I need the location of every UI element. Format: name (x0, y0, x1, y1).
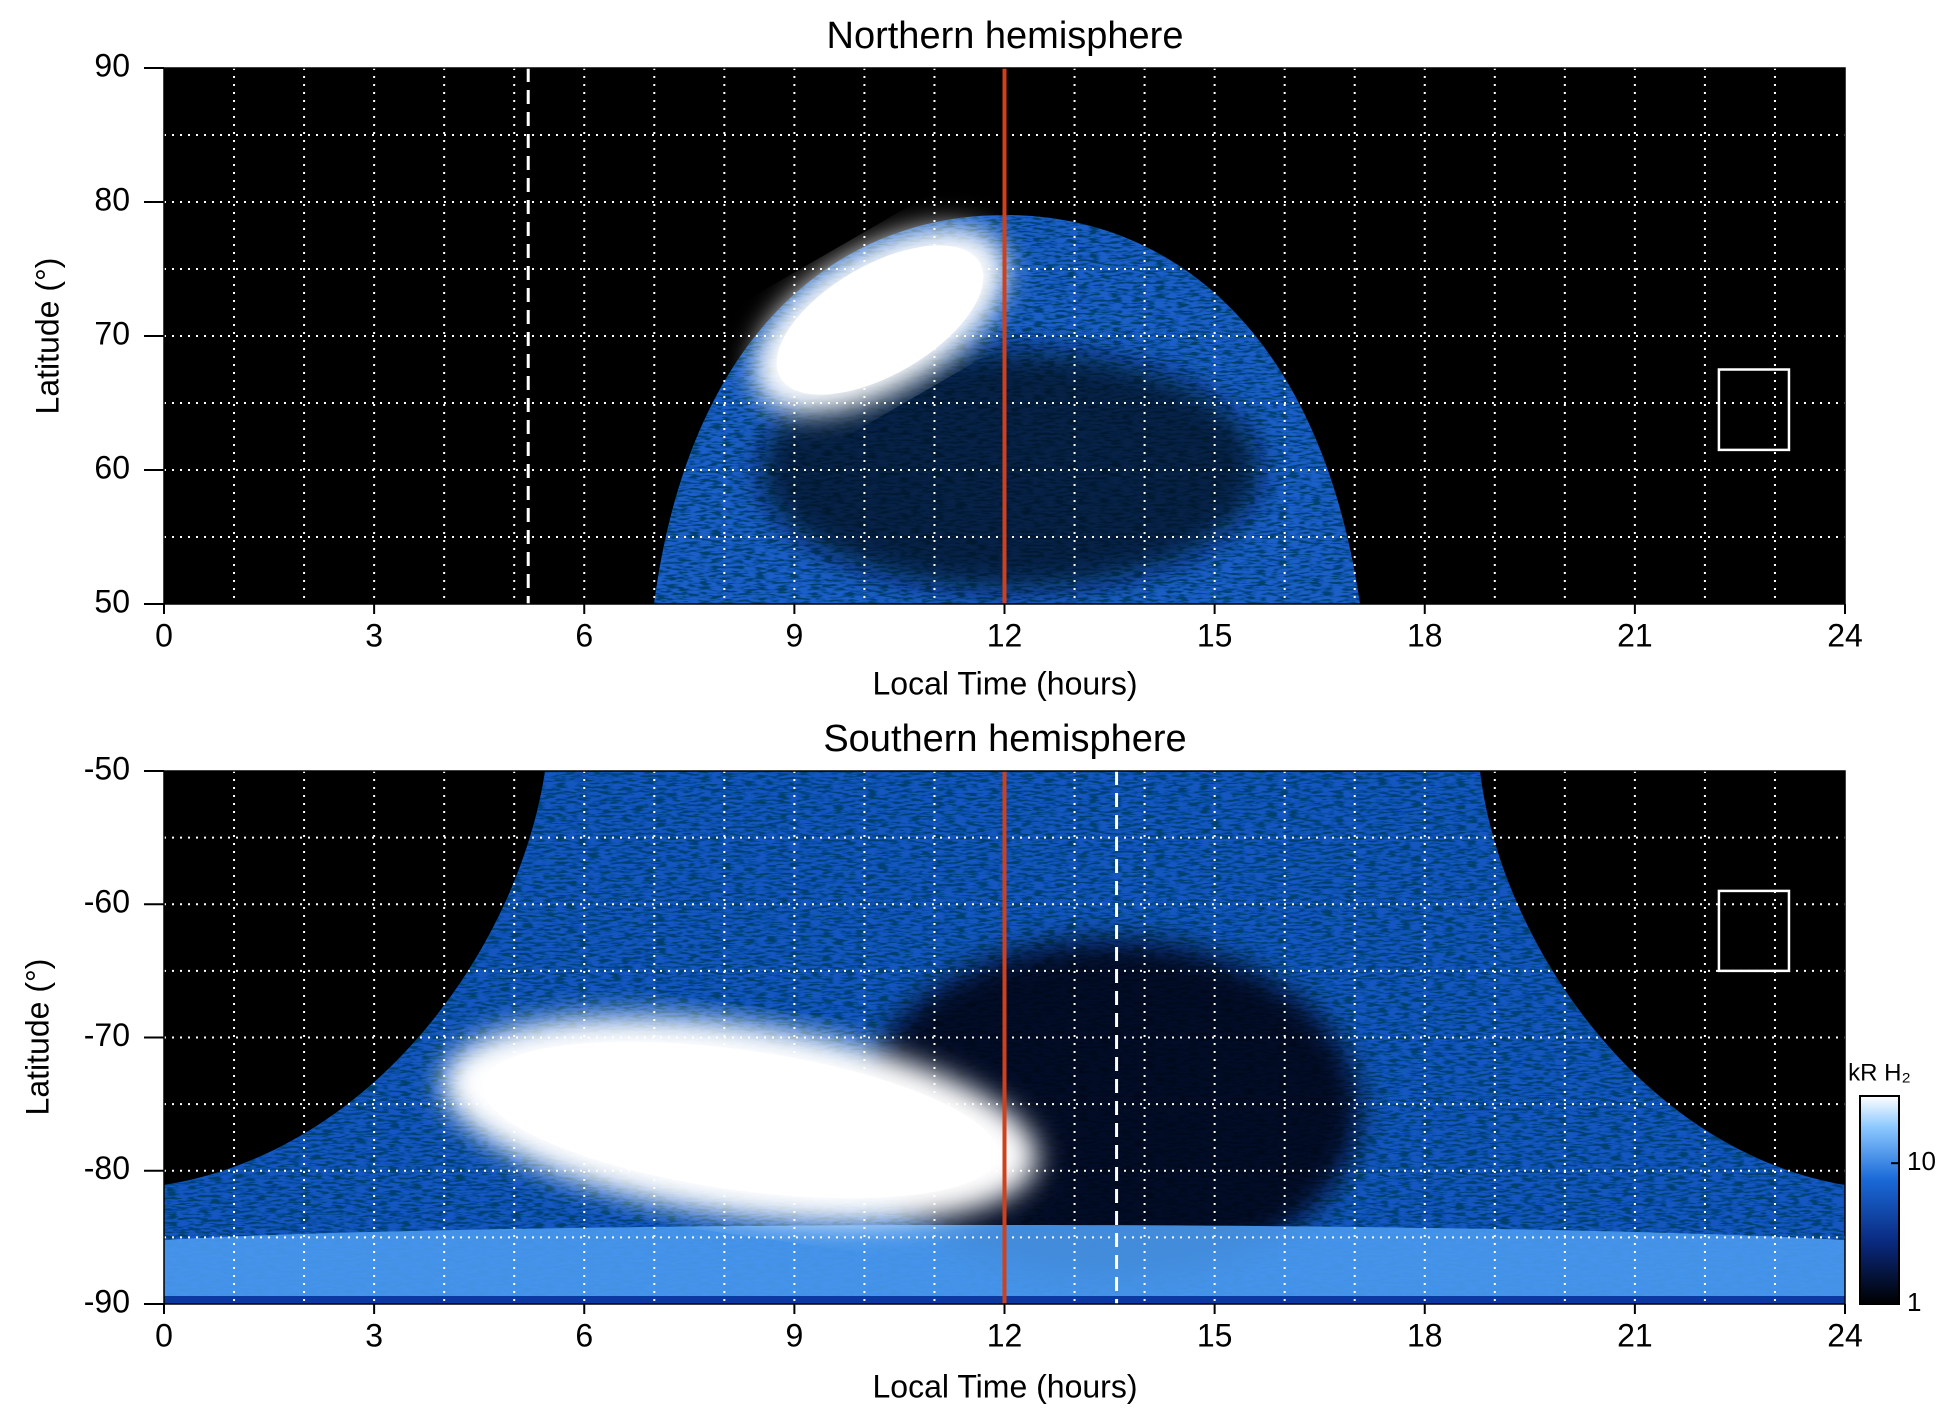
region-box (1717, 889, 1791, 973)
y-tick-label: 60 (94, 449, 130, 485)
chart-title: Southern hemisphere (823, 718, 1186, 760)
x-tick-label: 0 (155, 1317, 173, 1353)
x-tick-label: 3 (365, 617, 383, 653)
colorbar (1859, 1095, 1900, 1305)
y-tick-label: -90 (84, 1283, 130, 1319)
y-tick-label: -50 (84, 750, 130, 786)
x-tick-label: 3 (365, 1317, 383, 1353)
x-tick-label: 9 (785, 1317, 803, 1353)
y-tick-label: 50 (94, 583, 130, 619)
x-tick-label: 6 (575, 617, 593, 653)
colorbar-tick-label: 10 (1907, 1146, 1936, 1176)
x-tick-label: 12 (987, 617, 1023, 653)
x-tick-label: 15 (1197, 1317, 1233, 1353)
x-axis-label: Local Time (hours) (873, 1368, 1138, 1404)
x-tick-label: 24 (1827, 1317, 1863, 1353)
x-tick-label: 18 (1407, 617, 1443, 653)
x-tick-label: 21 (1617, 617, 1653, 653)
x-tick-label: 0 (155, 617, 173, 653)
colorbar-label: kR H₂ (1848, 1059, 1911, 1086)
y-tick-label: 70 (94, 315, 130, 351)
x-tick-label: 12 (987, 1317, 1023, 1353)
x-tick-label: 21 (1617, 1317, 1653, 1353)
y-tick-label: 90 (94, 47, 130, 83)
y-tick-label: -80 (84, 1150, 130, 1186)
y-tick-label: -60 (84, 884, 130, 920)
x-tick-label: 6 (575, 1317, 593, 1353)
colorbar-tick-label: 1 (1907, 1287, 1921, 1317)
x-tick-label: 24 (1827, 617, 1863, 653)
chart-title: Northern hemisphere (827, 15, 1184, 57)
x-tick-label: 15 (1197, 617, 1233, 653)
y-axis-label: Latitude (°) (29, 258, 65, 415)
x-tick-label: 18 (1407, 1317, 1443, 1353)
x-axis-label: Local Time (hours) (873, 665, 1138, 701)
region-box (1717, 368, 1791, 452)
y-tick-label: -70 (84, 1017, 130, 1053)
x-tick-label: 9 (785, 617, 803, 653)
y-axis-label: Latitude (°) (19, 959, 55, 1116)
y-tick-label: 80 (94, 181, 130, 217)
